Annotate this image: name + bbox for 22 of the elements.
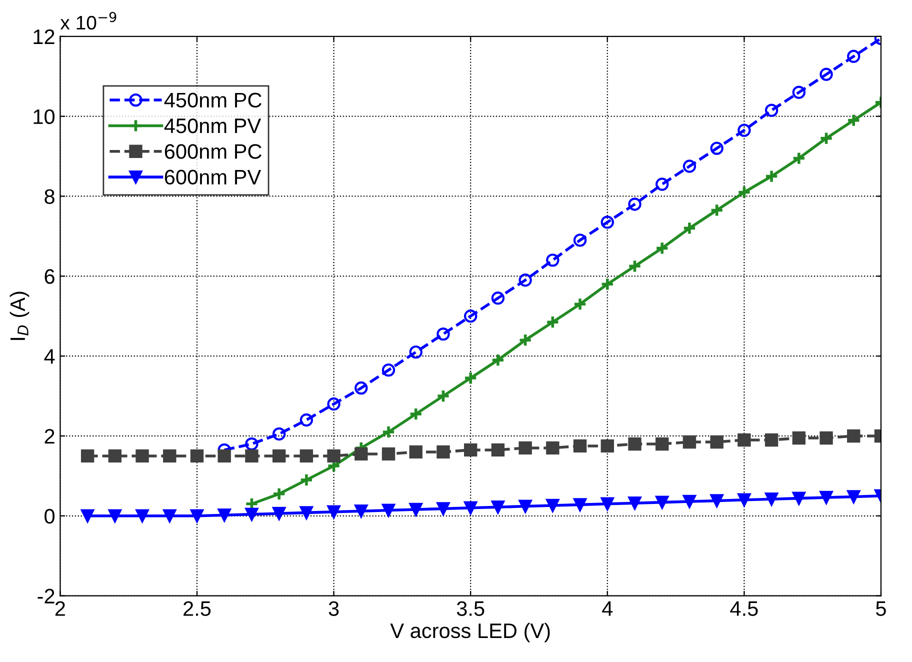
legend-label: 600nm PC xyxy=(164,144,262,159)
y-tick-label: 2 xyxy=(44,428,54,444)
y-tick-label: 6 xyxy=(44,269,54,284)
y-tick-label: 12 xyxy=(34,29,54,44)
y-tick-label: 8 xyxy=(44,189,54,204)
x-tick-label: 4 xyxy=(602,601,613,616)
y-tick-label: 0 xyxy=(44,508,55,524)
y-axis-title: I$_{D}$ (A) xyxy=(10,292,30,340)
legend-label: 450nm PV xyxy=(164,118,262,134)
x-tick-label: 2.5 xyxy=(184,601,211,616)
legend-label: 450nm PC xyxy=(164,92,262,108)
y-tick-label: 10 xyxy=(34,109,55,124)
text: x 10$^{−9}$ xyxy=(60,12,116,30)
y-tick-label: 4 xyxy=(44,349,55,364)
x-tick-label: 2 xyxy=(55,601,65,616)
x-tick-label: 5 xyxy=(876,601,886,616)
y-tick-label: -2 xyxy=(38,588,54,604)
x-tick-label: 4.5 xyxy=(730,601,758,616)
x-tick-label: 3 xyxy=(328,601,339,616)
x-axis-title: V across LED (V) xyxy=(390,622,550,642)
x-tick-label: 3.5 xyxy=(456,601,484,616)
legend-label: 600nm PV xyxy=(164,170,262,185)
